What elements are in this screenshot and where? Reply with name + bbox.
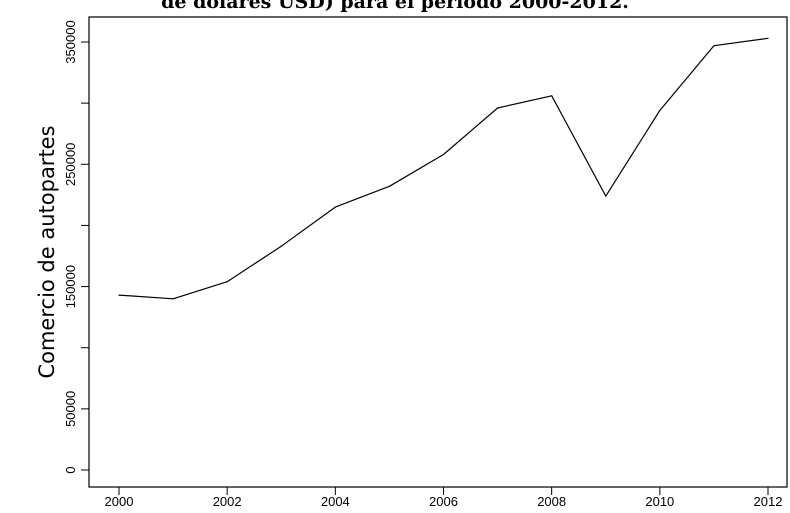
data-point (334, 206, 336, 208)
x-tick-label: 2012 (754, 494, 783, 509)
y-tick-label: 350000 (63, 20, 78, 63)
x-tick-label: 2008 (537, 494, 566, 509)
data-point (659, 109, 661, 112)
chart-title: de dólares USD) para el período 2000-201… (161, 0, 629, 13)
data-point (767, 37, 769, 39)
data-point (551, 95, 553, 97)
data-point (172, 298, 174, 300)
y-tick-label: 50000 (63, 391, 78, 427)
x-tick-label: 2006 (429, 494, 458, 509)
data-point (442, 153, 445, 156)
x-tick-label: 2004 (321, 494, 350, 509)
data-point (496, 107, 499, 109)
x-tick-label: 2000 (105, 494, 134, 509)
x-tick-label: 2002 (213, 494, 242, 509)
data-point (226, 281, 228, 283)
y-tick-label: 0 (63, 466, 78, 473)
data-point (388, 185, 391, 187)
data-point (280, 245, 282, 247)
y-tick-label: 150000 (63, 265, 78, 308)
x-tick-label: 2010 (645, 494, 674, 509)
plot-frame (88, 16, 788, 488)
data-point (713, 45, 715, 47)
y-tick-label: 250000 (63, 143, 78, 186)
series-line (118, 37, 769, 300)
data-point (605, 195, 607, 197)
data-point (118, 294, 120, 296)
